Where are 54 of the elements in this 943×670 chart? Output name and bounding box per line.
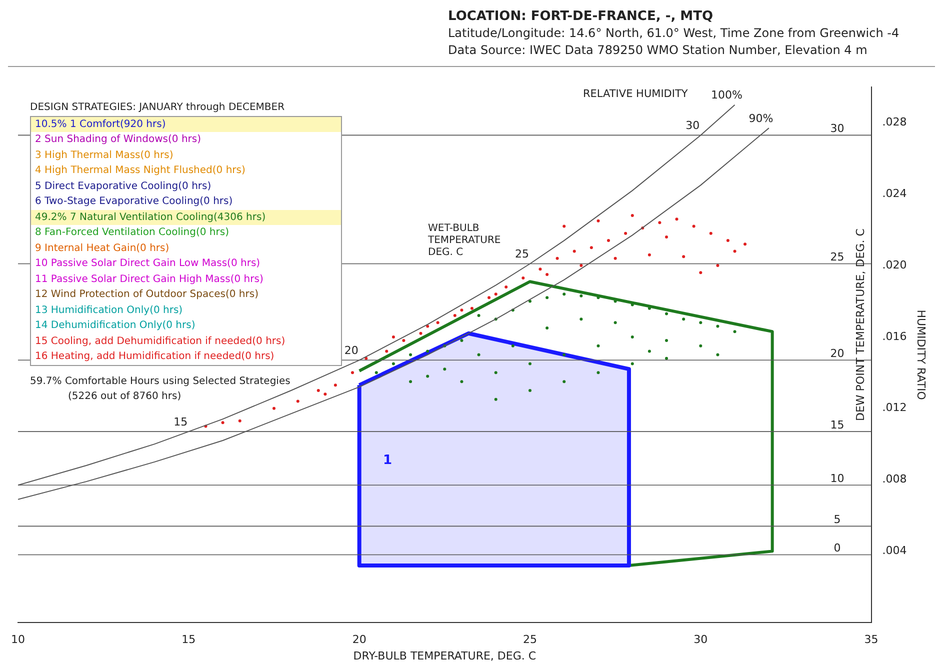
annotation: 20 bbox=[830, 347, 844, 360]
annotation: 8 Fan-Forced Ventilation Cooling(0 hrs) bbox=[34, 226, 230, 240]
y-axis-title: HUMIDITY RATIO bbox=[914, 310, 928, 400]
x-tick-label: 20 bbox=[352, 633, 366, 646]
annotation: 4 High Thermal Mass Night Flushed(0 hrs) bbox=[34, 164, 246, 178]
y-tick-label: .004 bbox=[882, 544, 907, 558]
annotation: 13 Humidification Only(0 hrs) bbox=[34, 304, 184, 318]
annotation: RELATIVE HUMIDITY bbox=[583, 88, 688, 100]
x-tick-label: 10 bbox=[11, 633, 25, 646]
annotation: 100% bbox=[711, 88, 743, 102]
annotation: 3 High Thermal Mass(0 hrs) bbox=[34, 148, 174, 162]
annotation: 30 bbox=[830, 122, 844, 136]
annotation: 16 Heating, add Humidification if needed(0 hrs) bbox=[34, 350, 276, 364]
x-tick-label: 35 bbox=[864, 633, 878, 646]
annotation: 0 bbox=[834, 542, 841, 555]
annotation: 5 Direct Evaporative Cooling(0 hrs) bbox=[34, 180, 212, 194]
y-tick-label: .020 bbox=[882, 258, 907, 272]
annotation: 5 bbox=[834, 513, 841, 526]
annotation: 14 Dehumidification Only(0 hrs) bbox=[34, 319, 196, 333]
annotation: 25 bbox=[514, 248, 529, 261]
annotation: 12 Wind Protection of Outdoor Spaces(0 hrs) bbox=[34, 288, 260, 302]
x-tick-label: 30 bbox=[694, 633, 708, 646]
y-tick-label: .016 bbox=[882, 330, 907, 343]
annotation: 15 bbox=[174, 415, 188, 428]
annotation: 10 bbox=[830, 472, 844, 485]
annotation: 9 Internal Heat Gain(0 hrs) bbox=[34, 242, 170, 256]
x-axis-title: DRY-BULB TEMPERATURE, DEG. C bbox=[353, 649, 536, 662]
annotation: 49.2% 7 Natural Ventilation Cooling(4306 hrs) bbox=[31, 210, 341, 225]
x-tick-label: 25 bbox=[522, 633, 537, 646]
annotation: 25 bbox=[830, 250, 844, 264]
annotation: 15 bbox=[830, 418, 844, 432]
y-tick-label: .028 bbox=[882, 116, 907, 129]
chart-subtitle: Latitude/Longitude: 14.6° North, 61.0° West, Time Zone from Greenwich -4 bbox=[448, 25, 900, 42]
annotation: 30 bbox=[686, 119, 700, 132]
annotation: 1 bbox=[383, 453, 392, 468]
annotation: 2 Sun Shading of Windows(0 hrs) bbox=[34, 133, 202, 147]
y-tick-label: .012 bbox=[882, 401, 907, 414]
source-note: Data Source: IWEC Data 789250 WMO Station Number, Elevation 4 m bbox=[448, 42, 868, 59]
y-tick-label: .024 bbox=[882, 186, 907, 200]
annotation: 6 Two-Stage Evaporative Cooling(0 hrs) bbox=[34, 195, 234, 209]
chart-title: LOCATION: FORT-DE-FRANCE, -, MTQ bbox=[448, 8, 714, 25]
annotation: 10.5% 1 Comfort(920 hrs) bbox=[31, 116, 341, 132]
annotation: DESIGN STRATEGIES: JANUARY through DECEMBER bbox=[30, 101, 286, 115]
y2-axis-title: DEW POINT TEMPERATURE, DEG. C bbox=[854, 228, 868, 421]
annotation: 20 bbox=[344, 344, 358, 358]
annotation: 90% bbox=[748, 112, 774, 125]
annotation: (5226 out of 8760 hrs) bbox=[67, 390, 182, 404]
annotation: 59.7% Comfortable Hours using Selected Strategies bbox=[30, 374, 292, 388]
x-tick-label: 15 bbox=[182, 633, 196, 646]
annotation: 10 Passive Solar Direct Gain Low Mass(0 hrs) bbox=[34, 257, 262, 271]
y-tick-label: .008 bbox=[882, 472, 907, 486]
annotation: 11 Passive Solar Direct Gain High Mass(0 hrs) bbox=[34, 272, 264, 286]
annotation: WET-BULB TEMPERATURE DEG. C bbox=[428, 223, 502, 259]
annotation: 15 Cooling, add Dehumidification if needed(0 hrs) bbox=[34, 334, 286, 348]
